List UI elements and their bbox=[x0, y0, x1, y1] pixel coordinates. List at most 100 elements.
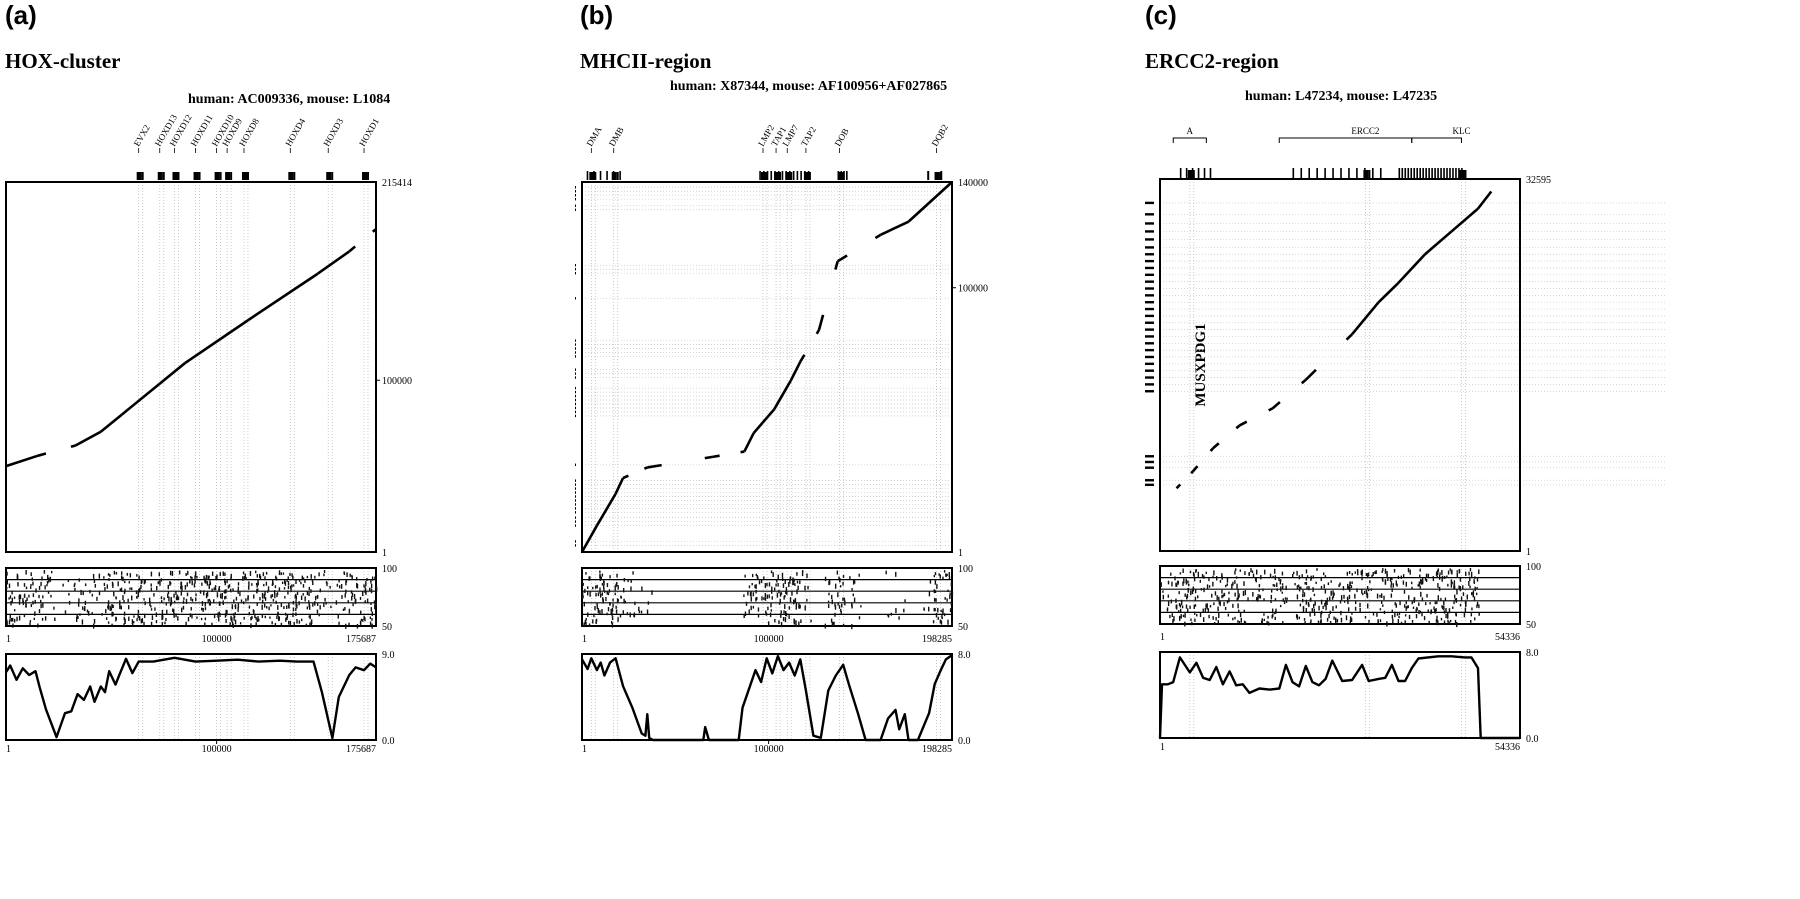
identity-dot bbox=[1325, 600, 1327, 605]
identity-dot bbox=[782, 583, 785, 588]
identity-dot bbox=[275, 600, 277, 604]
identity-dot bbox=[167, 591, 170, 595]
identity-dot bbox=[780, 622, 783, 628]
identity-dot bbox=[25, 603, 27, 608]
identity-dot bbox=[18, 599, 21, 605]
identity-dot bbox=[1453, 580, 1456, 586]
alignment-diagonal bbox=[580, 181, 953, 553]
identity-dot bbox=[1310, 597, 1312, 602]
identity-dot bbox=[594, 585, 597, 589]
identity-dot bbox=[228, 584, 231, 588]
identity-dot bbox=[767, 606, 769, 611]
exon-mark bbox=[575, 190, 576, 193]
identity-dot bbox=[1471, 592, 1473, 596]
similarity-plot bbox=[580, 653, 953, 742]
identity-dot bbox=[831, 594, 833, 600]
identity-dot bbox=[794, 583, 796, 586]
identity-dot bbox=[1247, 597, 1249, 601]
identity-dot bbox=[150, 605, 152, 608]
identity-dot bbox=[1282, 598, 1284, 602]
identity-dot bbox=[1263, 618, 1265, 622]
identity-dot bbox=[838, 605, 841, 609]
panel-title: MHCII-region bbox=[580, 49, 712, 73]
alignment-segment bbox=[371, 228, 377, 233]
identity-dot bbox=[1437, 583, 1439, 588]
y-tick-label: 140000 bbox=[958, 178, 988, 189]
exon-mark bbox=[1145, 287, 1154, 290]
identity-dot bbox=[751, 573, 754, 578]
identity-dot bbox=[1470, 571, 1473, 577]
identity-dot bbox=[132, 623, 134, 627]
identity-dot bbox=[1162, 594, 1165, 600]
identity-dot bbox=[610, 621, 613, 624]
identity-dot bbox=[286, 605, 288, 609]
identity-dot bbox=[831, 599, 833, 605]
identity-dot bbox=[842, 581, 844, 586]
identity-dot bbox=[1405, 606, 1407, 611]
panel-title: HOX-cluster bbox=[5, 49, 120, 73]
exon-mark bbox=[1145, 321, 1154, 324]
exon-mark bbox=[766, 171, 769, 180]
identity-dot bbox=[25, 570, 27, 575]
identity-dot bbox=[1400, 621, 1403, 625]
identity-dot bbox=[592, 586, 594, 590]
identity-dot bbox=[1433, 606, 1435, 610]
identity-dot bbox=[1333, 616, 1335, 620]
identity-dot bbox=[1226, 583, 1228, 586]
identity-dot bbox=[1348, 571, 1351, 574]
identity-dot bbox=[1260, 620, 1263, 625]
identity-dot bbox=[950, 582, 953, 587]
identity-dot bbox=[124, 619, 126, 624]
identity-dot bbox=[159, 580, 161, 584]
identity-dot bbox=[940, 609, 942, 613]
identity-dot bbox=[1354, 600, 1357, 605]
identity-dot bbox=[250, 616, 252, 621]
identity-dot bbox=[806, 573, 808, 579]
identity-dot bbox=[1271, 608, 1274, 612]
identity-dot bbox=[112, 604, 114, 609]
identity-dot bbox=[851, 604, 853, 609]
identity-dot bbox=[1299, 603, 1302, 607]
identity-dot bbox=[187, 570, 189, 575]
identity-dot bbox=[750, 596, 752, 602]
identity-dot bbox=[1239, 612, 1242, 618]
identity-dot bbox=[156, 585, 158, 591]
identity-dot bbox=[281, 581, 284, 585]
identity-dot bbox=[232, 588, 234, 592]
identity-dot bbox=[1390, 581, 1393, 585]
exon-mark bbox=[575, 516, 576, 519]
exon-mark bbox=[1461, 168, 1463, 178]
identity-dot bbox=[843, 597, 846, 601]
identity-dot bbox=[755, 597, 757, 602]
identity-dot bbox=[833, 621, 835, 627]
identity-dot bbox=[785, 587, 788, 592]
identity-dot bbox=[107, 573, 110, 576]
identity-dot bbox=[1167, 601, 1170, 607]
identity-dot bbox=[1366, 592, 1368, 598]
identity-dot bbox=[1336, 618, 1339, 623]
identity-dot bbox=[1231, 583, 1233, 589]
identity-dot bbox=[755, 589, 757, 594]
identity-dot bbox=[781, 577, 784, 582]
identity-dot bbox=[283, 606, 285, 610]
exon-mark bbox=[225, 172, 231, 180]
identity-dot bbox=[947, 589, 949, 592]
identity-dot bbox=[364, 617, 366, 622]
identity-dot bbox=[120, 587, 123, 592]
identity-dot bbox=[1363, 590, 1366, 594]
identity-dot bbox=[1349, 616, 1352, 620]
identity-dot bbox=[1213, 602, 1215, 606]
identity-dot bbox=[1475, 592, 1478, 596]
top-gene-label: HOXD1 bbox=[357, 117, 381, 148]
similarity-frame bbox=[5, 653, 377, 741]
identity-dot bbox=[296, 618, 298, 624]
identity-dot bbox=[370, 578, 372, 584]
identity-dot bbox=[107, 600, 110, 604]
identity-dot bbox=[1351, 572, 1353, 576]
identity-dot bbox=[1449, 568, 1451, 571]
identity-dot bbox=[29, 622, 31, 626]
identity-dot bbox=[1351, 581, 1353, 584]
identity-dot bbox=[1361, 573, 1363, 577]
identity-dot bbox=[300, 581, 302, 585]
